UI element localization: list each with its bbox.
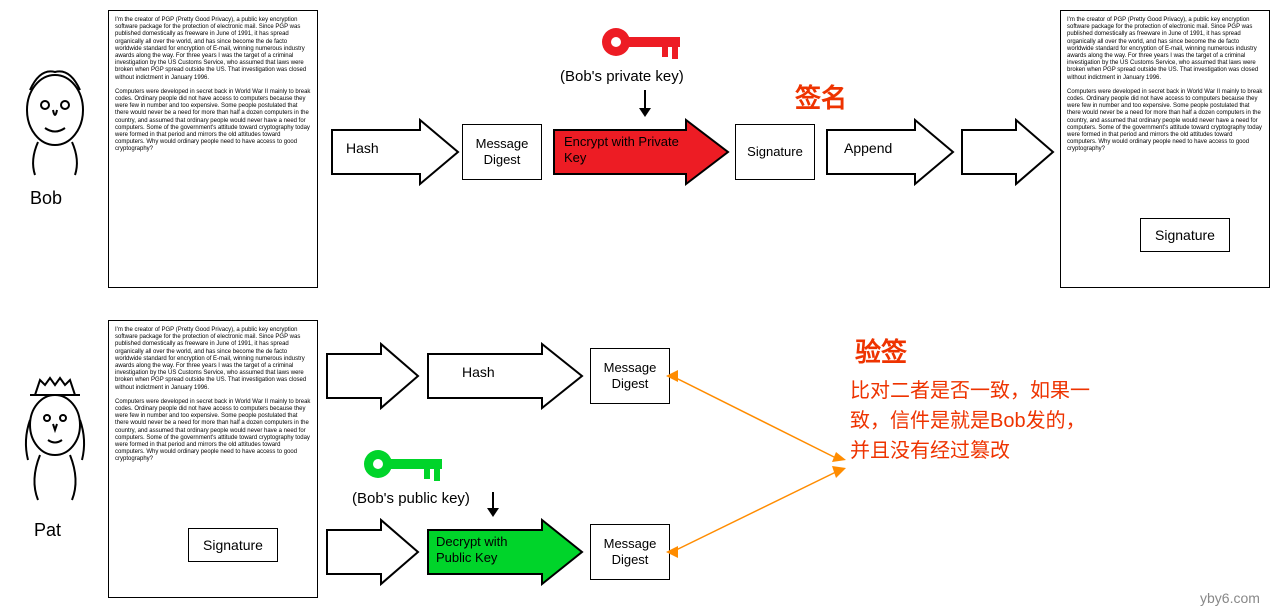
verify-explain: 比对二者是否一致，如果一致，信件是就是Bob发的，并且没有经过篡改 (850, 376, 1090, 466)
watermark: yby6.com (1200, 590, 1260, 606)
compare-lines (0, 0, 1280, 610)
verify-title: 验签 (855, 332, 907, 369)
